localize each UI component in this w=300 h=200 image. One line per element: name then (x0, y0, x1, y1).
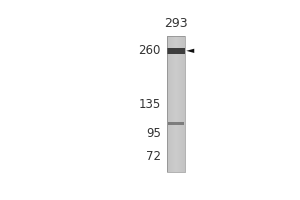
Text: 72: 72 (146, 150, 161, 163)
Text: 135: 135 (139, 98, 161, 111)
Text: 95: 95 (146, 127, 161, 140)
Bar (168, 122, 184, 125)
Bar (167, 48, 185, 54)
Text: 260: 260 (138, 44, 161, 57)
Polygon shape (186, 49, 194, 53)
Bar (167, 36, 185, 172)
Text: 293: 293 (164, 17, 188, 30)
